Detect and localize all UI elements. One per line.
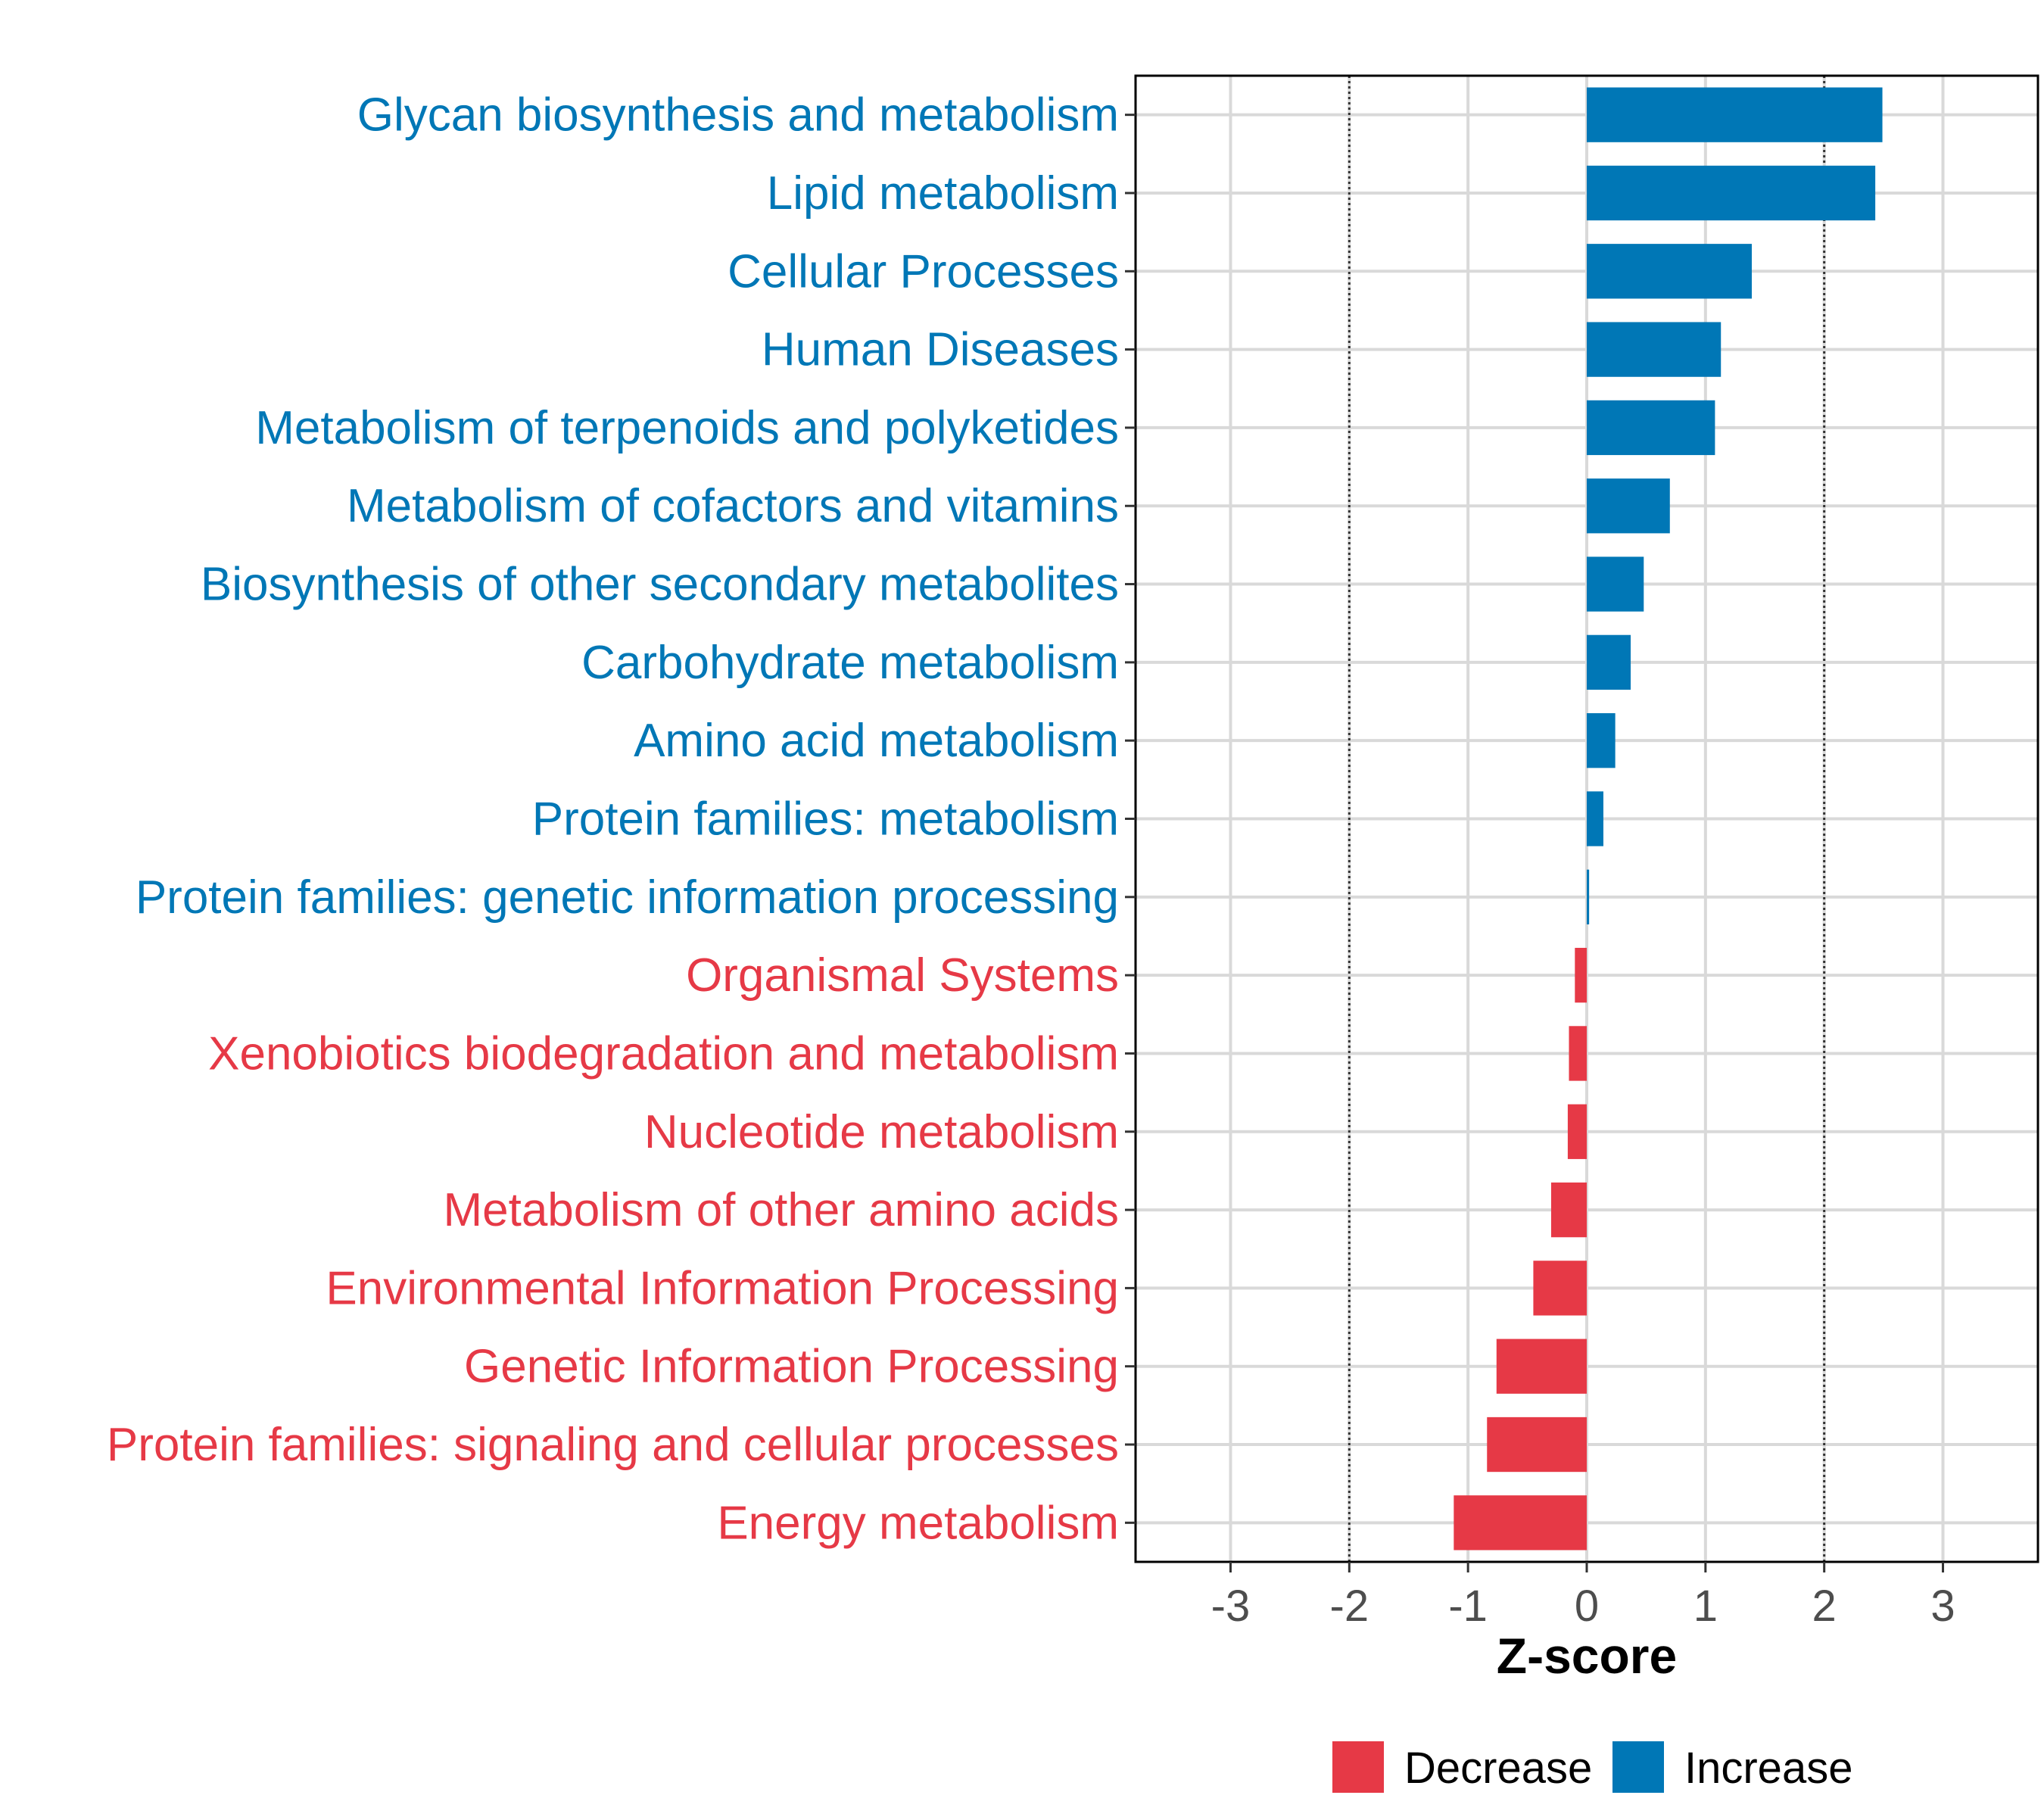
category-label: Protein families: metabolism <box>532 793 1119 846</box>
bar-increase <box>1587 322 1722 377</box>
legend-label-increase: Increase <box>1684 1744 1852 1793</box>
category-label: Amino acid metabolism <box>634 715 1119 767</box>
x-tick-label: 0 <box>1575 1582 1599 1631</box>
category-label: Cellular Processes <box>728 245 1119 298</box>
bar-increase <box>1587 634 1631 690</box>
category-label: Glycan biosynthesis and metabolism <box>357 89 1119 142</box>
category-label: Organismal Systems <box>686 949 1119 1002</box>
category-label: Metabolism of other amino acids <box>443 1184 1119 1236</box>
category-label: Carbohydrate metabolism <box>581 637 1119 689</box>
x-axis-title: Z-score <box>1497 1628 1677 1684</box>
bars <box>1454 87 1883 1551</box>
category-label: Nucleotide metabolism <box>644 1106 1119 1158</box>
x-tick-label: 3 <box>1930 1582 1955 1631</box>
legend-label-decrease: Decrease <box>1404 1744 1592 1793</box>
x-tick-label: -2 <box>1330 1582 1369 1631</box>
x-tick-label: 2 <box>1812 1582 1837 1631</box>
category-labels: Glycan biosynthesis and metabolism Lipid … <box>107 89 1119 1550</box>
category-label: Protein families: genetic information pr… <box>136 871 1119 924</box>
legend-key-increase <box>1612 1741 1664 1793</box>
bar-increase <box>1587 556 1644 612</box>
bar-increase <box>1587 244 1753 299</box>
bar-decrease <box>1454 1495 1587 1551</box>
category-label: Protein families: signaling and cellular… <box>107 1419 1119 1471</box>
x-tick-label: 1 <box>1693 1582 1718 1631</box>
bar-decrease <box>1550 1182 1587 1238</box>
x-tick-label: -3 <box>1211 1582 1251 1631</box>
category-label: Environmental Information Processing <box>326 1262 1119 1314</box>
category-label: Metabolism of cofactors and vitamins <box>347 480 1119 532</box>
y-axis-ticks <box>1125 114 1136 1524</box>
bar-increase <box>1587 869 1590 924</box>
category-label: Xenobiotics biodegradation and metabolis… <box>208 1027 1119 1080</box>
bar-decrease <box>1487 1417 1587 1473</box>
bar-decrease <box>1567 1104 1587 1159</box>
category-label: Metabolism of terpenoids and polyketides <box>255 402 1119 454</box>
bar-decrease <box>1533 1261 1587 1316</box>
x-axis-ticks: -3 -2 -1 0 1 2 3 <box>1211 1562 1955 1631</box>
bar-increase <box>1587 87 1883 142</box>
category-label: Genetic Information Processing <box>464 1341 1119 1393</box>
bar-decrease <box>1575 947 1587 1003</box>
category-label: Human Diseases <box>762 324 1119 376</box>
bar-decrease <box>1569 1026 1587 1081</box>
x-tick-label: -1 <box>1448 1582 1488 1631</box>
threshold-lines <box>1348 76 1826 1562</box>
bar-increase <box>1587 165 1876 221</box>
bar-increase <box>1587 791 1603 846</box>
category-label: Energy metabolism <box>717 1497 1119 1549</box>
legend-key-decrease <box>1332 1741 1384 1793</box>
bar-decrease <box>1496 1339 1587 1394</box>
bar-increase <box>1587 400 1715 456</box>
category-label: Biosynthesis of other secondary metaboli… <box>201 559 1119 611</box>
bar-increase <box>1587 713 1616 768</box>
legend: Decrease Increase <box>1332 1741 1852 1793</box>
category-label: Lipid metabolism <box>767 167 1119 220</box>
bar-increase <box>1587 478 1670 534</box>
